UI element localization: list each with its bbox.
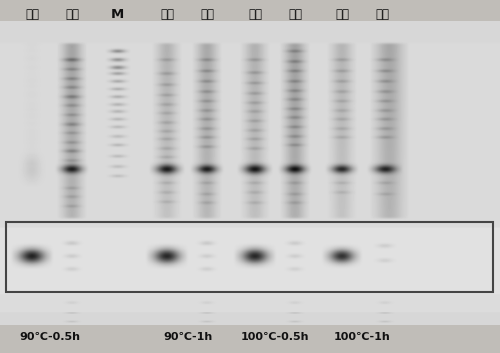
Text: 100℃-1h: 100℃-1h [334,332,391,342]
Text: 上清: 上清 [336,8,349,21]
Bar [6,222,492,292]
Text: 沉淀: 沉淀 [288,8,302,21]
Text: 100℃-0.5h: 100℃-0.5h [241,332,309,342]
Text: 90℃-0.5h: 90℃-0.5h [20,332,80,342]
Text: 90℃-1h: 90℃-1h [163,332,212,342]
Text: 沉淀: 沉淀 [200,8,214,21]
Text: 上清: 上清 [160,8,174,21]
Text: 沉淀: 沉淀 [66,8,80,21]
Text: 上清: 上清 [248,8,262,21]
Text: 上清: 上清 [26,8,40,21]
Text: 沉淀: 沉淀 [376,8,390,21]
Text: M: M [111,8,124,21]
